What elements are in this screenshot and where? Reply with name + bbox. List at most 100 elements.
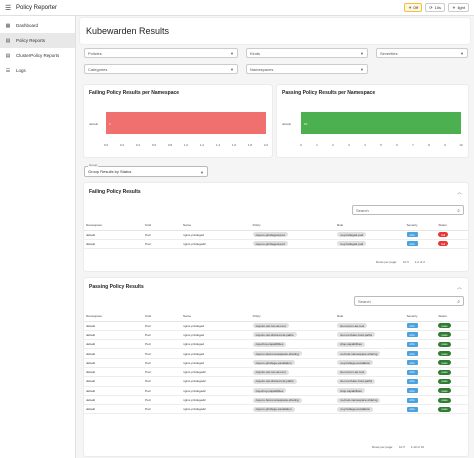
status-badge: pass bbox=[438, 351, 451, 357]
column-header[interactable]: Severity bbox=[404, 311, 437, 322]
table-row[interactable]: default Pod nginx-privileged2 cap-no-privil… bbox=[84, 239, 468, 250]
table-cell: pass bbox=[436, 339, 468, 350]
table-cell: pass bbox=[436, 358, 468, 369]
policies-filter[interactable]: Policies ▼ bbox=[84, 48, 238, 58]
table-cell: nginx-privileged2 bbox=[181, 376, 251, 387]
passing-chart-bar[interactable] bbox=[301, 112, 461, 134]
failing-chart-bar[interactable] bbox=[106, 112, 266, 134]
status-badge: pass bbox=[438, 341, 451, 347]
rule-chip: no-host-namespace-sharing bbox=[337, 351, 381, 357]
table-row[interactable]: default Pod nginx-privileged cap-no-privile… bbox=[84, 230, 468, 240]
namespaces-filter[interactable]: Namespaces ▼ bbox=[246, 64, 368, 74]
kinds-filter[interactable]: Kinds ▼ bbox=[246, 48, 368, 58]
column-header[interactable]: Name bbox=[181, 220, 251, 231]
table-cell: info bbox=[404, 330, 437, 341]
failing-search-input[interactable]: Search ⌕ bbox=[352, 205, 464, 215]
sidebar-item-policy-reports[interactable]: ▤ Policy Reports bbox=[0, 33, 75, 48]
axis-tick-label: 7 bbox=[412, 143, 414, 147]
rows-per-page-select[interactable]: 10 ▾ bbox=[403, 260, 409, 264]
document-icon: ▤ bbox=[5, 52, 11, 59]
sidebar-item-logs[interactable]: ☰ Logs bbox=[0, 63, 75, 78]
axis-tick-label: 3 bbox=[348, 143, 350, 147]
hamburger-icon[interactable]: ☰ bbox=[5, 4, 12, 12]
group-results-select[interactable]: Group Group Results by Status ▼ bbox=[84, 163, 208, 177]
column-header[interactable]: Rule bbox=[335, 311, 405, 322]
table-cell: Pod bbox=[143, 230, 182, 240]
passing-results-card: Passing Policy Results ︿ Search ⌕ Namesp… bbox=[84, 278, 468, 456]
passing-chart-card: Passing Policy Results per Namespace def… bbox=[277, 85, 468, 157]
sidebar-item-label: Policy Reports bbox=[16, 38, 46, 43]
column-header[interactable]: Kind bbox=[143, 220, 182, 231]
table-row[interactable]: default Pod nginx-privileged cap-no-privile… bbox=[84, 358, 468, 369]
column-header[interactable]: Policy bbox=[250, 311, 336, 322]
table-cell-text: Pod bbox=[145, 351, 151, 356]
table-row[interactable]: default Pod nginx-privileged2 cap-drop-capa… bbox=[84, 386, 468, 396]
table-row[interactable]: default Pod nginx-privileged cap-do-not-run… bbox=[84, 321, 468, 331]
rule-chip: do-not-share-host-paths bbox=[337, 332, 376, 338]
table-row[interactable]: default Pod nginx-privileged cap-no-host-na… bbox=[84, 348, 468, 359]
table-cell: pass bbox=[436, 395, 468, 406]
column-header[interactable]: Namespace bbox=[84, 220, 144, 231]
column-header[interactable]: Status bbox=[436, 311, 468, 322]
table-row[interactable]: default Pod nginx-privileged2 cap-do-not-ru… bbox=[84, 367, 468, 378]
categories-filter[interactable]: Categories ▼ bbox=[84, 64, 238, 74]
refresh-interval-select[interactable]: ⟳ 10s bbox=[425, 3, 446, 12]
table-row[interactable]: default Pod nginx-privileged2 cap-no-host-n… bbox=[84, 395, 468, 406]
table-cell-text: Pod bbox=[145, 323, 151, 328]
table-cell: pass bbox=[436, 404, 468, 415]
column-header[interactable]: Kind bbox=[143, 311, 182, 322]
passing-search-input[interactable]: Search ⌕ bbox=[354, 296, 464, 306]
table-cell: no-privileged-pod bbox=[335, 230, 405, 240]
table-row[interactable]: default Pod nginx-privileged cap-drop-capab… bbox=[84, 339, 468, 350]
table-row[interactable]: default Pod nginx-privileged2 cap-no-privil… bbox=[84, 404, 468, 415]
column-header[interactable]: Rule bbox=[335, 220, 405, 231]
column-header[interactable]: Name bbox=[181, 311, 251, 322]
table-cell: nginx-privileged bbox=[181, 230, 251, 240]
table-cell: pass bbox=[436, 367, 468, 378]
column-header[interactable]: Status bbox=[436, 220, 468, 231]
theme-select[interactable]: ☀ light bbox=[448, 3, 469, 12]
rule-chip: do-not-share-host-paths bbox=[337, 378, 376, 384]
table-cell: default bbox=[84, 330, 144, 341]
chevron-up-icon[interactable]: ︿ bbox=[456, 190, 462, 196]
table-cell: info bbox=[404, 239, 437, 250]
severity-badge: info bbox=[406, 241, 418, 247]
column-header[interactable]: Policy bbox=[250, 220, 336, 231]
rule-chip: drop-capabilities bbox=[337, 388, 365, 394]
axis-tick-label: 1.4 bbox=[215, 143, 221, 147]
table-cell: info bbox=[404, 358, 437, 369]
policy-chip: cap-no-privileged-pod bbox=[252, 241, 288, 247]
sidebar-item-cluster-policy-reports[interactable]: ▤ ClusterPolicy Reports bbox=[0, 48, 75, 63]
sidebar-item-dashboard[interactable]: ▦ Dashboard bbox=[0, 18, 75, 33]
caret-down-icon: ▼ bbox=[230, 67, 234, 72]
table-cell-text: nginx-privileged bbox=[183, 360, 205, 365]
column-header[interactable]: Namespace bbox=[84, 311, 144, 322]
table-cell: do-not-run-as-root bbox=[335, 321, 405, 331]
table-cell: pass bbox=[436, 376, 468, 387]
axis-tick-label: 6 bbox=[396, 143, 398, 147]
table-row[interactable]: default Pod nginx-privileged cap-do-not-sha… bbox=[84, 330, 468, 341]
severities-filter[interactable]: Severities ▼ bbox=[376, 48, 468, 58]
table-cell: default bbox=[84, 230, 144, 240]
column-header[interactable]: Severity bbox=[404, 220, 437, 231]
axis-tick-label: 0 bbox=[300, 143, 302, 147]
axis-tick-label: 5 bbox=[380, 143, 382, 147]
table-cell-text: nginx-privileged2 bbox=[183, 379, 206, 384]
table-cell: info bbox=[404, 386, 437, 396]
status-badge: pass bbox=[438, 397, 451, 403]
table-cell: default bbox=[84, 358, 144, 369]
chevron-up-icon[interactable]: ︿ bbox=[456, 285, 462, 291]
severity-badge: info bbox=[406, 232, 418, 238]
rows-per-page-select[interactable]: 10 ▾ bbox=[399, 445, 405, 449]
table-cell: default bbox=[84, 339, 144, 350]
dark-mode-toggle[interactable]: ☀ Off bbox=[404, 3, 423, 12]
table-cell-text: Pod bbox=[145, 332, 151, 337]
severity-badge: info bbox=[406, 388, 418, 394]
table-row[interactable]: default Pod nginx-privileged2 cap-do-not-sh… bbox=[84, 376, 468, 387]
axis-tick-label: 0.2 bbox=[119, 143, 125, 147]
table-cell: info bbox=[404, 404, 437, 415]
table-cell: Pod bbox=[143, 386, 182, 396]
table-cell-text: default bbox=[86, 398, 96, 403]
rule-chip: do-not-run-as-root bbox=[337, 323, 368, 329]
grid-icon: ▦ bbox=[5, 22, 11, 29]
